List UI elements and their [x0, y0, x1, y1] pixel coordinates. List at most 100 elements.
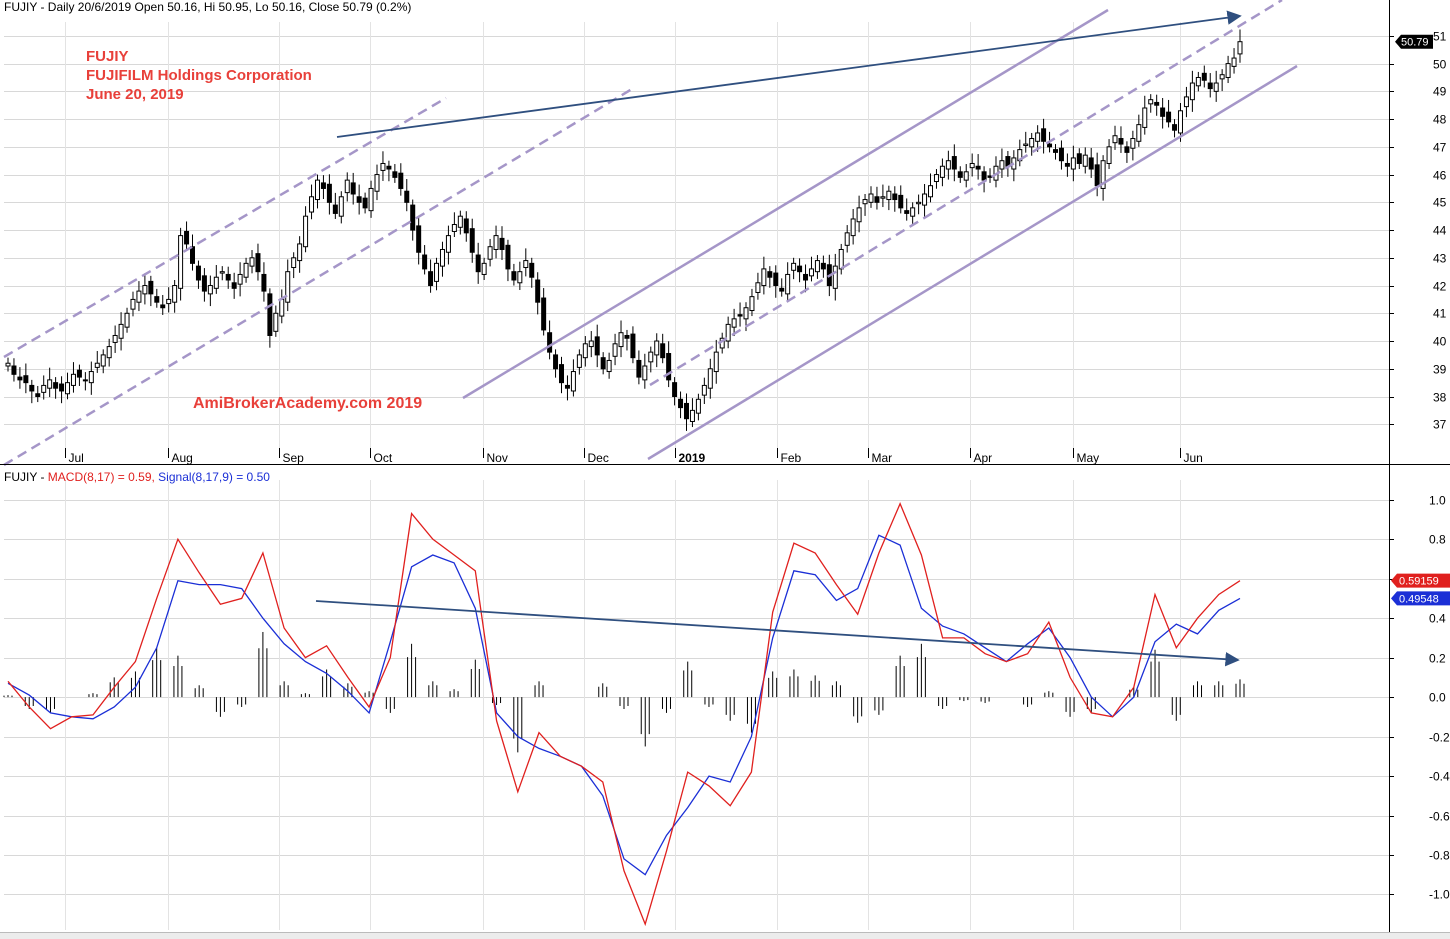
candle-body — [708, 369, 712, 388]
candle-body — [399, 173, 403, 188]
price-tick-label: 46 — [1433, 169, 1447, 183]
candle-body — [661, 344, 665, 358]
candle-body — [488, 247, 492, 259]
candle-body — [274, 313, 278, 331]
candle-body — [732, 319, 736, 327]
price-tick-label: 41 — [1433, 307, 1447, 321]
price-tick-label: 39 — [1433, 363, 1447, 377]
candle-body — [119, 324, 123, 338]
candle-body — [262, 274, 266, 291]
macd-tick-label: -0.8 — [1429, 849, 1450, 863]
candle-body — [518, 272, 522, 283]
candle-body — [6, 363, 10, 366]
candle-body — [71, 374, 75, 385]
candle-body — [327, 184, 331, 202]
candle-body — [470, 229, 474, 253]
candle-body — [845, 233, 849, 245]
candle-body — [970, 163, 974, 167]
candle-body — [571, 372, 575, 391]
candle-body — [1208, 83, 1212, 89]
candle-body — [107, 347, 111, 358]
candle-body — [42, 385, 46, 392]
candle-body — [1030, 139, 1034, 147]
candle-body — [911, 208, 915, 216]
candle-body — [494, 236, 498, 250]
candle-body — [940, 166, 944, 177]
candle-body — [625, 335, 629, 338]
candle-body — [1077, 154, 1081, 164]
candle-body — [655, 341, 659, 355]
candle-body — [464, 219, 468, 233]
candle-body — [30, 385, 34, 391]
candle-body — [167, 299, 171, 303]
candle-body — [339, 197, 343, 216]
candle-body — [292, 258, 296, 268]
candle-body — [798, 266, 802, 272]
macd-tick-label: 0.8 — [1429, 533, 1446, 547]
last-close-label: 50.79 — [1401, 37, 1429, 49]
candle-body — [1036, 133, 1040, 141]
macd-tick-label: 0.4 — [1429, 612, 1446, 626]
price-tick-label: 40 — [1433, 335, 1447, 349]
candle-body — [315, 180, 319, 199]
macd-last-value-label: 0.59159 — [1399, 576, 1439, 588]
candle-body — [1065, 163, 1069, 166]
candle-body — [333, 205, 337, 213]
candle-body — [887, 191, 891, 199]
candle-body — [482, 263, 486, 274]
candle-body — [589, 341, 593, 347]
candle-body — [792, 263, 796, 270]
macd-tick-label: 0.0 — [1429, 691, 1446, 705]
candle-body — [768, 272, 772, 278]
candle-body — [369, 188, 373, 210]
candle-body — [1083, 155, 1087, 166]
candle-body — [506, 245, 510, 269]
candle-body — [250, 258, 254, 266]
candle-body — [690, 410, 694, 421]
candle-body — [286, 272, 290, 303]
candle-body — [542, 298, 546, 330]
candle-body — [673, 383, 677, 397]
candle-body — [851, 219, 855, 236]
candle-body — [738, 315, 742, 316]
candle-body — [1053, 150, 1057, 153]
candle-body — [815, 261, 819, 272]
signal-last-value-label: 0.49548 — [1399, 593, 1439, 605]
candle-body — [774, 273, 778, 285]
month-label: May — [1077, 451, 1100, 465]
candle-body — [321, 183, 325, 189]
candle-body — [934, 175, 938, 182]
candle-body — [1196, 77, 1200, 85]
candle-body — [1143, 108, 1147, 127]
candle-body — [524, 261, 528, 268]
candle-body — [679, 399, 683, 407]
month-label: Feb — [781, 451, 802, 465]
candle-body — [762, 269, 766, 286]
price-tick-label: 42 — [1433, 280, 1447, 294]
month-label: Sep — [283, 451, 305, 465]
candle-body — [583, 344, 587, 358]
macd-tick-label: 0.2 — [1429, 652, 1446, 666]
candle-body — [1202, 73, 1206, 80]
candle-body — [548, 333, 552, 352]
candle-body — [18, 377, 22, 380]
candle-body — [804, 274, 808, 280]
candle-body — [929, 186, 933, 197]
candle-body — [238, 274, 242, 284]
macd-tick-label: 1.0 — [1429, 494, 1446, 508]
signal-value: Signal(8,17,9) = 0.50 — [158, 470, 270, 484]
candle-body — [964, 172, 968, 180]
candle-body — [637, 360, 641, 377]
month-label: Nov — [487, 451, 508, 465]
candle-body — [66, 383, 70, 394]
candle-body — [351, 183, 355, 194]
candle-body — [613, 344, 617, 356]
candle-body — [268, 294, 272, 336]
candle-body — [565, 385, 569, 388]
candle-body — [744, 308, 748, 319]
candle-body — [143, 286, 147, 294]
candle-body — [500, 238, 504, 249]
candle-body — [702, 385, 706, 395]
candle-body — [179, 236, 183, 289]
